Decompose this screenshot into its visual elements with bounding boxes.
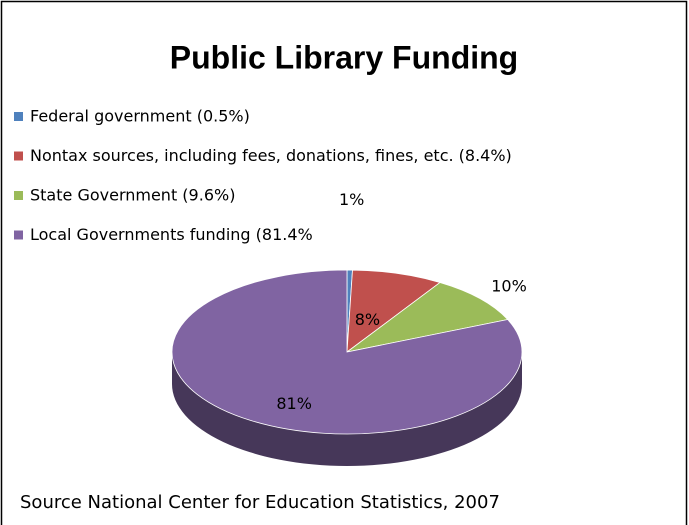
pie-slice — [346, 282, 509, 353]
data-label: 8% — [355, 310, 380, 329]
pie-slice — [171, 269, 523, 435]
pie-slice-side — [172, 352, 522, 466]
legend-label: Federal government (0.5%) — [30, 107, 250, 126]
data-label: 1% — [339, 190, 364, 209]
legend-label: Nontax sources, including fees, donation… — [30, 146, 512, 165]
source-note: Source National Center for Education Sta… — [20, 492, 500, 513]
chart-title: Public Library Funding — [170, 39, 518, 75]
legend-label: State Government (9.6%) — [30, 186, 235, 205]
legend-swatch — [14, 191, 23, 200]
legend-swatch — [14, 112, 23, 121]
data-label: 81% — [276, 394, 312, 413]
legend-label: Local Governments funding (81.4% — [30, 225, 313, 244]
legend-swatch — [14, 151, 23, 161]
pie-slice — [346, 269, 441, 353]
data-label: 10% — [491, 276, 527, 295]
legend-swatch — [14, 230, 23, 240]
